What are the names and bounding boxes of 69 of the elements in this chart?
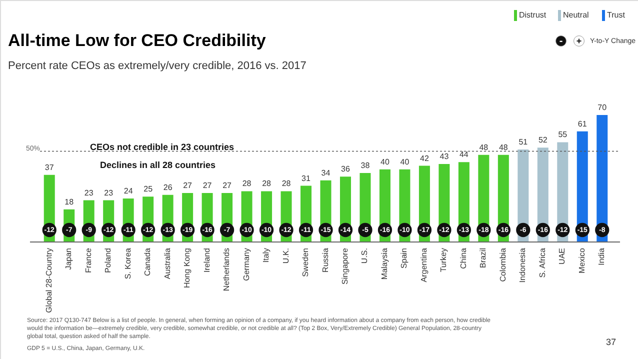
- x-tick-label: S. Africa: [538, 247, 547, 278]
- data-label: 28: [282, 179, 292, 188]
- annotation: CEOs not credible in 23 countries: [90, 142, 234, 152]
- data-label: 37: [44, 162, 54, 172]
- x-tick-label: UAE: [558, 248, 567, 264]
- data-label: 23: [84, 188, 94, 198]
- x-tick-label: Canada: [143, 247, 152, 276]
- x-tick-label: Poland: [104, 248, 113, 273]
- data-label: 27: [183, 181, 193, 190]
- data-label: 70: [598, 103, 608, 112]
- x-tick-label: U.S.: [360, 248, 370, 264]
- data-label: 51: [518, 137, 528, 146]
- data-label: 25: [144, 184, 154, 194]
- data-label: 40: [400, 157, 410, 166]
- chart-title: All-time Low for CEO Credibility: [8, 31, 266, 50]
- x-tick-label: Sweden: [301, 248, 310, 277]
- x-tick-label: Russia: [320, 247, 330, 272]
- data-label: 42: [420, 154, 430, 163]
- legend-label: Distrust: [519, 10, 547, 20]
- data-label: 38: [360, 161, 370, 170]
- data-label: 44: [459, 150, 469, 160]
- x-tick-label: Japan: [64, 248, 74, 270]
- x-tick-label: China: [458, 247, 468, 269]
- data-label: 27: [222, 181, 232, 190]
- data-label: 40: [380, 157, 390, 166]
- text: 37: [606, 337, 616, 347]
- legend-label: Trust: [607, 10, 626, 20]
- x-tick-label: Argentina: [419, 247, 428, 282]
- data-label: 26: [163, 182, 173, 192]
- bar: [596, 115, 608, 242]
- data-label: 61: [578, 119, 588, 128]
- data-label: 55: [558, 130, 568, 140]
- x-tick-label: Ireland: [202, 248, 212, 272]
- data-label: 52: [538, 136, 548, 145]
- x-tick-label: India: [597, 247, 606, 266]
- data-label: 31: [302, 174, 312, 183]
- data-label: 24: [124, 186, 134, 196]
- x-tick-label: Netherlands: [222, 248, 232, 292]
- data-label: 28: [262, 179, 272, 188]
- data-label: 27: [202, 181, 212, 190]
- x-tick-label: S. Korea: [123, 247, 132, 280]
- x-tick-label: Italy: [262, 248, 271, 263]
- x-tick-label: Malaysia: [380, 247, 389, 280]
- text: -: [559, 36, 563, 47]
- x-tick-label: Colombia: [498, 247, 508, 282]
- data-label: 48: [498, 142, 508, 152]
- x-tick-label: Turkey: [439, 248, 448, 272]
- x-tick-label: Hong Kong: [182, 248, 192, 288]
- chart-subtitle: Percent rate CEOs as extremely/very credible, 2016 vs. 2017: [8, 60, 306, 72]
- data-label: 36: [341, 164, 350, 174]
- data-label: 48: [479, 142, 489, 152]
- data-label: 18: [64, 197, 74, 206]
- x-tick-label: Australia: [162, 247, 172, 280]
- data-label: 34: [321, 168, 331, 178]
- x-tick-label: Singapore: [340, 247, 350, 284]
- legend-label: Neutral: [563, 10, 590, 20]
- data-label: 28: [242, 179, 252, 188]
- data-label: 43: [440, 152, 450, 161]
- data-label: 23: [104, 188, 114, 198]
- x-tick-label: Global 28-Country: [44, 248, 54, 313]
- x-tick-label: Spain: [400, 248, 409, 268]
- x-tick-label: Mexico: [577, 247, 586, 274]
- text: +: [576, 36, 582, 46]
- x-tick-label: France: [84, 247, 93, 273]
- x-tick-label: Indonesia: [518, 247, 528, 283]
- annotation: Declines in all 28 countries: [100, 160, 216, 170]
- x-tick-label: Brazil: [478, 248, 488, 268]
- x-tick-label: Germany: [242, 248, 251, 281]
- x-tick-label: U.K.: [281, 248, 290, 264]
